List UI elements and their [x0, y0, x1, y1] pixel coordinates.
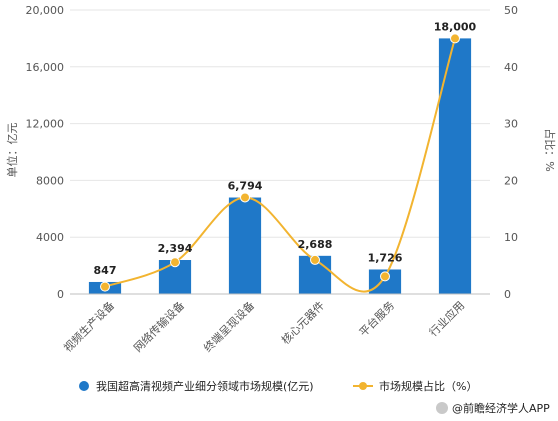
bar [438, 38, 472, 295]
share-line-point [240, 192, 250, 203]
y2-tick-label: 50 [504, 4, 518, 17]
share-line-point [450, 33, 460, 44]
bar [228, 197, 262, 294]
y-tick-label: 16,000 [26, 61, 65, 74]
legend-bar-marker [79, 381, 89, 391]
legend: 我国超高清视频产业细分领域市场规模(亿元) 市场规模占比（%） [79, 379, 477, 393]
legend-line-marker-dot [359, 382, 367, 390]
credit-text: @前瞻经济学人APP [452, 401, 550, 415]
bar-data-label: 1,726 [368, 251, 403, 264]
share-line-point [380, 271, 390, 282]
y2-tick-label: 20 [504, 174, 518, 187]
y-tick-label: 0 [57, 288, 64, 301]
grid-lines [70, 9, 490, 238]
y2-tick-label: 40 [504, 61, 518, 74]
bar-data-label: 2,688 [298, 238, 333, 251]
y2-tick-label: 0 [504, 288, 511, 301]
bar-data-label: 6,794 [228, 180, 263, 193]
y-axis-title: 单位：亿元 [5, 123, 19, 178]
y2-tick-label: 10 [504, 231, 518, 244]
x-tick-label: 核心元器件 [278, 298, 327, 347]
legend-line-label: 市场规模占比（%） [379, 379, 477, 393]
y-tick-label: 12,000 [26, 118, 65, 131]
bar-data-label: 847 [94, 264, 117, 277]
x-tick-label: 行业应用 [426, 298, 467, 339]
x-tick-label: 终端呈现设备 [201, 298, 258, 355]
x-tick-label: 平台服务 [356, 298, 397, 339]
legend-bar-label: 我国超高清视频产业细分领域市场规模(亿元) [96, 379, 314, 393]
bar-data-label: 2,394 [158, 242, 193, 255]
bars [88, 38, 472, 295]
x-tick-label: 视频生产设备 [61, 298, 118, 355]
share-line-point [170, 257, 180, 268]
share-line [100, 33, 460, 293]
share-line-point [310, 254, 320, 265]
bar-data-label: 18,000 [434, 20, 477, 33]
y2-tick-label: 30 [504, 118, 518, 131]
y-tick-label: 4000 [36, 231, 64, 244]
y-tick-label: 8000 [36, 174, 64, 187]
credit-icon [436, 402, 448, 414]
credit: @前瞻经济学人APP [436, 401, 550, 415]
x-tick-label: 网络传输设备 [131, 298, 188, 355]
share-line-point [100, 281, 110, 292]
data-labels: 847 2,394 6,794 2,688 1,726 18,000 [94, 20, 477, 277]
y-tick-label: 20,000 [26, 4, 65, 17]
y2-axis-title: 占比：% [543, 128, 557, 171]
